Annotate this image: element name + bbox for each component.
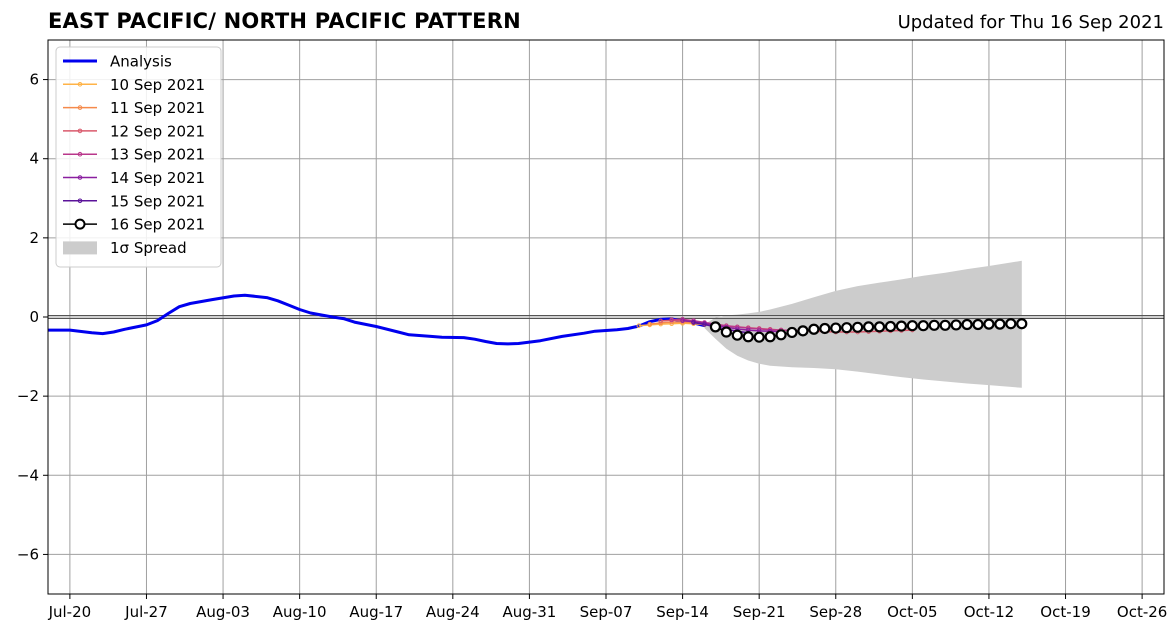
forecast-point [658,318,664,324]
forecast-point [939,319,951,331]
forecast-point [819,322,831,335]
x-tick-label: Sep-28 [809,603,862,621]
forecast-point [720,326,732,338]
legend-marker [74,218,86,230]
forecast-point [841,322,853,334]
grid-layer [48,40,1164,594]
forecast-point [742,331,754,343]
x-tick-label: Aug-31 [503,603,557,621]
legend-marker [77,105,83,110]
x-tick-label: Aug-24 [426,603,480,621]
forecast-point [917,320,929,332]
legend-label: 15 Sep 2021 [110,192,205,210]
legend-swatch [63,241,97,255]
y-tick-label: −2 [17,387,39,405]
legend-marker [77,128,83,134]
x-tick-label: Oct-26 [1117,603,1167,621]
legend-label: 13 Sep 2021 [110,146,205,164]
x-tick-label: Sep-07 [580,603,633,621]
forecast-point [983,318,995,330]
forecast-point [873,321,886,333]
legend-label: 1σ Spread [110,239,187,257]
legend-box [55,46,222,268]
forecast-point [1005,318,1017,330]
y-tick-label: −4 [17,466,39,484]
legend-marker [77,151,83,157]
legend: Analysis 10 Sep 2021 11 Sep 2021 12 Sep 202… [55,46,222,268]
legend-marker [77,82,83,87]
x-tick-label: Jul-20 [48,603,92,621]
forecast-layer [636,317,1028,343]
forecast-point [680,318,685,323]
forecast-point [647,321,653,327]
forecast-line [682,319,782,333]
x-tick-label: Oct-05 [887,603,937,621]
legend-label: 12 Sep 2021 [110,122,205,140]
analysis-line [48,293,705,346]
zero-line-layer [48,315,1164,319]
forecast-point [906,320,918,332]
forecast-point [852,321,864,333]
forecast-point [691,320,696,325]
legend-marker [77,198,83,204]
x-tick-label: Sep-14 [656,603,709,621]
spread-layer [704,260,1022,388]
forecast-point [972,318,984,331]
forecast-point [808,323,820,335]
forecast-point [764,331,776,343]
x-tick-label: Jul-27 [124,603,168,621]
y-tick-label: 0 [29,308,39,326]
x-tick-label: Aug-17 [349,603,403,621]
forecast-point [702,322,707,327]
forecast-point [1016,318,1028,330]
chart-title: EAST PACIFIC/ NORTH PACIFIC PATTERN [48,9,521,33]
forecast-point [950,319,962,331]
forecast-point [669,317,674,323]
x-tick-label: Oct-19 [1040,603,1090,621]
forecast-point [775,329,787,341]
forecast-point [884,320,897,333]
forecast-point [994,318,1006,330]
forecast-point [786,326,798,339]
forecast-point [731,329,743,341]
forecast-point [895,320,908,332]
forecast-point [928,319,940,331]
forecast-point [636,323,642,329]
forecast-point [830,322,842,334]
analysis-layer [48,293,705,346]
spread-band [704,260,1022,388]
forecast-point [862,321,875,333]
legend-marker [77,175,83,180]
forecast-point [709,321,722,333]
legend-label: Analysis [110,53,172,71]
y-tick-label: 4 [29,150,39,168]
legend-label: 10 Sep 2021 [110,76,205,94]
updated-date: Updated for Thu 16 Sep 2021 [897,12,1164,33]
y-tick-label: −6 [17,545,39,563]
axes-layer: −6 −4 −2 0 2 4 6 Jul-20 Jul-27 Aug-03 Aug-10 Aug-17… [17,39,1167,621]
x-tick-label: Sep-21 [733,603,786,621]
y-tick-label: 6 [29,71,39,89]
x-tick-label: Aug-10 [273,603,327,621]
forecast-point [961,318,973,331]
forecast-point [797,325,809,337]
x-tick-label: Aug-03 [196,603,250,621]
forecast-point [658,320,664,326]
x-tick-label: Oct-12 [964,603,1014,621]
y-tick-label: 2 [29,229,39,247]
legend-label: 14 Sep 2021 [110,169,205,187]
legend-label: 11 Sep 2021 [110,99,205,117]
legend-label: 16 Sep 2021 [110,216,205,234]
forecast-point [753,331,765,343]
